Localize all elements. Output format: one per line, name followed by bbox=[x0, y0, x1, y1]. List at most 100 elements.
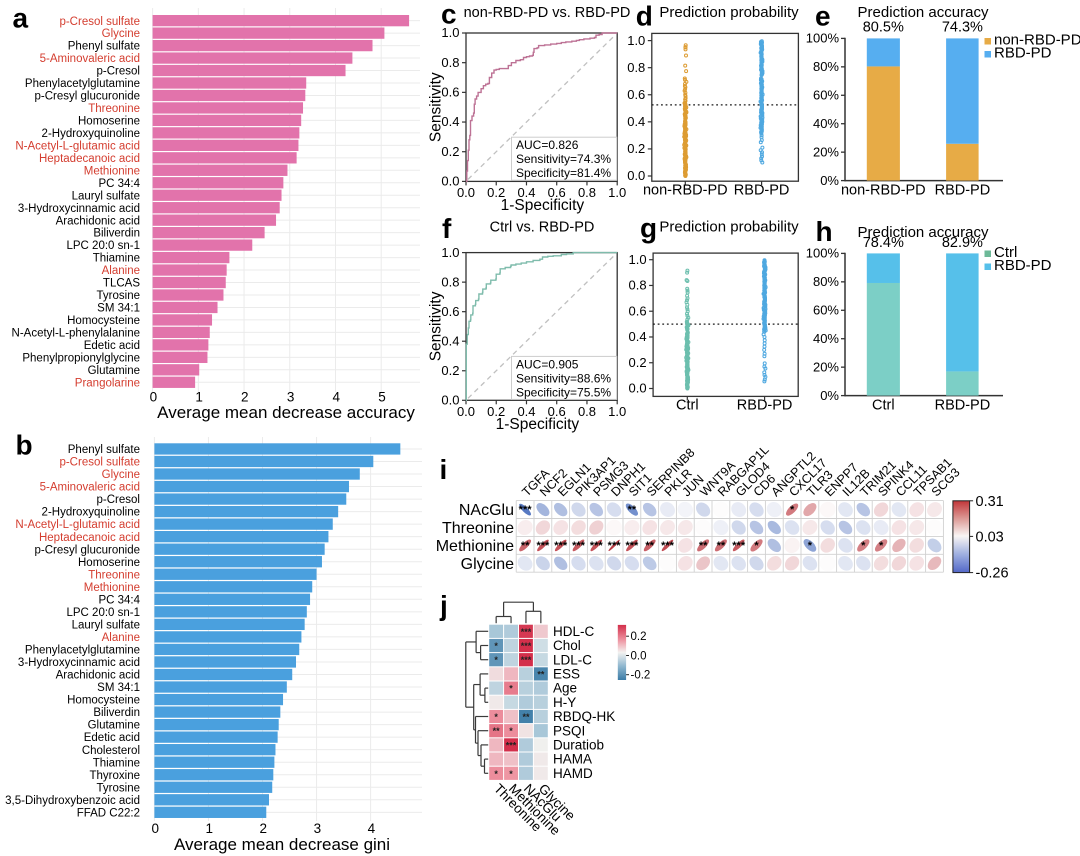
svg-text:Threonine: Threonine bbox=[442, 520, 514, 537]
svg-text:0%: 0% bbox=[820, 173, 839, 188]
svg-text:0.6: 0.6 bbox=[548, 185, 566, 200]
svg-text:g: g bbox=[640, 213, 657, 244]
svg-text:*: * bbox=[494, 769, 498, 779]
svg-text:j: j bbox=[439, 590, 448, 621]
svg-text:3-Hydroxycinnamic acid: 3-Hydroxycinnamic acid bbox=[18, 203, 140, 215]
svg-text:3-Hydroxycinnamic acid: 3-Hydroxycinnamic acid bbox=[18, 657, 140, 669]
svg-text:4: 4 bbox=[333, 390, 341, 405]
svg-text:Duratiob: Duratiob bbox=[553, 738, 604, 753]
svg-text:non-RBD-PD: non-RBD-PD bbox=[841, 183, 926, 199]
svg-text:LPC 20:0 sn-1: LPC 20:0 sn-1 bbox=[66, 240, 140, 252]
svg-text:Threonine: Threonine bbox=[88, 569, 140, 581]
svg-text:5-Aminovaleric acid: 5-Aminovaleric acid bbox=[40, 53, 140, 65]
svg-text:Edetic acid: Edetic acid bbox=[84, 340, 140, 352]
svg-text:p-Cresyl glucuronide: p-Cresyl glucuronide bbox=[35, 544, 140, 556]
svg-text:0.4: 0.4 bbox=[441, 333, 459, 348]
svg-text:p-Cresol sulfate: p-Cresol sulfate bbox=[59, 16, 140, 28]
svg-text:0.0: 0.0 bbox=[457, 404, 475, 419]
svg-text:***: *** bbox=[554, 540, 568, 552]
svg-text:-0.26: -0.26 bbox=[976, 566, 1009, 582]
svg-text:3: 3 bbox=[314, 821, 322, 836]
svg-text:0%: 0% bbox=[820, 388, 839, 403]
svg-text:RBDQ-HK: RBDQ-HK bbox=[553, 709, 615, 724]
svg-text:N-Acetyl-L-phenylalanine: N-Acetyl-L-phenylalanine bbox=[12, 328, 140, 340]
svg-text:PC 34:4: PC 34:4 bbox=[98, 594, 140, 606]
svg-text:0.4: 0.4 bbox=[517, 185, 535, 200]
svg-text:Methionine: Methionine bbox=[84, 582, 140, 594]
svg-text:0.31: 0.31 bbox=[976, 494, 1004, 510]
svg-text:78.4%: 78.4% bbox=[863, 235, 904, 251]
svg-text:AUC=0.826: AUC=0.826 bbox=[516, 138, 579, 152]
svg-text:0.8: 0.8 bbox=[578, 185, 596, 200]
svg-text:0.0: 0.0 bbox=[631, 651, 647, 663]
svg-text:Chol: Chol bbox=[553, 638, 581, 653]
svg-text:Glycine: Glycine bbox=[102, 469, 140, 481]
svg-text:Edetic acid: Edetic acid bbox=[84, 732, 140, 744]
svg-text:0.0: 0.0 bbox=[441, 174, 459, 189]
svg-text:Specificity=81.4%: Specificity=81.4% bbox=[516, 166, 611, 180]
svg-text:c: c bbox=[441, 0, 457, 30]
svg-text:Glycine: Glycine bbox=[102, 28, 140, 40]
svg-text:Alanine: Alanine bbox=[102, 632, 140, 644]
svg-text:Homocysteine: Homocysteine bbox=[67, 695, 140, 707]
svg-text:3: 3 bbox=[287, 390, 295, 405]
svg-text:H-Y: H-Y bbox=[553, 695, 576, 710]
svg-text:**: ** bbox=[522, 712, 530, 722]
svg-text:0.8: 0.8 bbox=[629, 278, 647, 293]
svg-text:*: * bbox=[494, 655, 498, 665]
svg-text:82.9%: 82.9% bbox=[942, 235, 983, 251]
svg-text:N-Acetyl-L-glutamic acid: N-Acetyl-L-glutamic acid bbox=[15, 519, 140, 531]
svg-text:Sensitivity: Sensitivity bbox=[428, 291, 445, 361]
svg-text:40%: 40% bbox=[813, 116, 839, 131]
svg-text:2: 2 bbox=[241, 390, 249, 405]
svg-text:1-Specificity: 1-Specificity bbox=[496, 416, 580, 433]
svg-text:1.0: 1.0 bbox=[441, 245, 459, 260]
svg-text:LPC 20:0 sn-1: LPC 20:0 sn-1 bbox=[66, 607, 140, 619]
svg-text:RBD-PD: RBD-PD bbox=[935, 398, 991, 414]
svg-text:RBD-PD: RBD-PD bbox=[737, 398, 793, 414]
svg-text:Heptadecanoic acid: Heptadecanoic acid bbox=[39, 532, 140, 544]
svg-text:Sensitivity=74.3%: Sensitivity=74.3% bbox=[516, 152, 611, 166]
svg-text:0: 0 bbox=[150, 390, 158, 405]
svg-text:Sensitivity: Sensitivity bbox=[428, 72, 445, 142]
svg-text:***: *** bbox=[590, 540, 604, 552]
svg-text:*: * bbox=[509, 684, 513, 694]
svg-text:Prediction accuracy: Prediction accuracy bbox=[858, 224, 989, 241]
svg-text:0.4: 0.4 bbox=[441, 114, 459, 129]
svg-text:Homocysteine: Homocysteine bbox=[67, 315, 140, 327]
svg-text:Glutamine: Glutamine bbox=[88, 720, 140, 732]
svg-text:***: *** bbox=[608, 540, 622, 552]
svg-text:Glutamine: Glutamine bbox=[88, 365, 140, 377]
svg-text:N-Acetyl-L-glutamic acid: N-Acetyl-L-glutamic acid bbox=[15, 140, 140, 152]
svg-text:Prangolarine: Prangolarine bbox=[75, 377, 140, 389]
svg-text:0: 0 bbox=[151, 821, 159, 836]
svg-text:74.3%: 74.3% bbox=[942, 20, 983, 36]
svg-text:1: 1 bbox=[195, 390, 203, 405]
svg-text:0.2: 0.2 bbox=[627, 141, 645, 156]
svg-text:FFAD C22:2: FFAD C22:2 bbox=[77, 807, 140, 819]
svg-text:p-Cresol: p-Cresol bbox=[97, 66, 140, 78]
svg-text:Phenylpropionylglycine: Phenylpropionylglycine bbox=[22, 352, 140, 364]
svg-text:***: *** bbox=[536, 540, 550, 552]
svg-text:80.5%: 80.5% bbox=[863, 20, 904, 36]
svg-text:0.8: 0.8 bbox=[578, 404, 596, 419]
svg-text:0.2: 0.2 bbox=[487, 185, 505, 200]
svg-text:***: *** bbox=[625, 540, 639, 552]
svg-text:i: i bbox=[440, 454, 448, 485]
svg-text:3,5-Dihydroxybenzoic acid: 3,5-Dihydroxybenzoic acid bbox=[5, 795, 140, 807]
svg-text:Tyrosine: Tyrosine bbox=[97, 290, 140, 302]
svg-text:*: * bbox=[509, 769, 513, 779]
svg-text:b: b bbox=[16, 430, 33, 461]
svg-text:Phenylacetylglutamine: Phenylacetylglutamine bbox=[25, 78, 140, 90]
svg-text:0.4: 0.4 bbox=[629, 329, 647, 344]
svg-text:*: * bbox=[494, 641, 498, 651]
svg-text:0.2: 0.2 bbox=[631, 631, 647, 643]
svg-text:1-Specificity: 1-Specificity bbox=[501, 197, 585, 214]
svg-text:RBD-PD: RBD-PD bbox=[994, 45, 1052, 62]
svg-text:Thiamine: Thiamine bbox=[93, 253, 140, 265]
svg-text:0.4: 0.4 bbox=[627, 114, 645, 129]
svg-text:Prediction probability: Prediction probability bbox=[659, 219, 799, 236]
svg-text:HDL-C: HDL-C bbox=[553, 624, 595, 639]
svg-text:***: *** bbox=[521, 655, 532, 665]
svg-text:Threonine: Threonine bbox=[88, 103, 140, 115]
